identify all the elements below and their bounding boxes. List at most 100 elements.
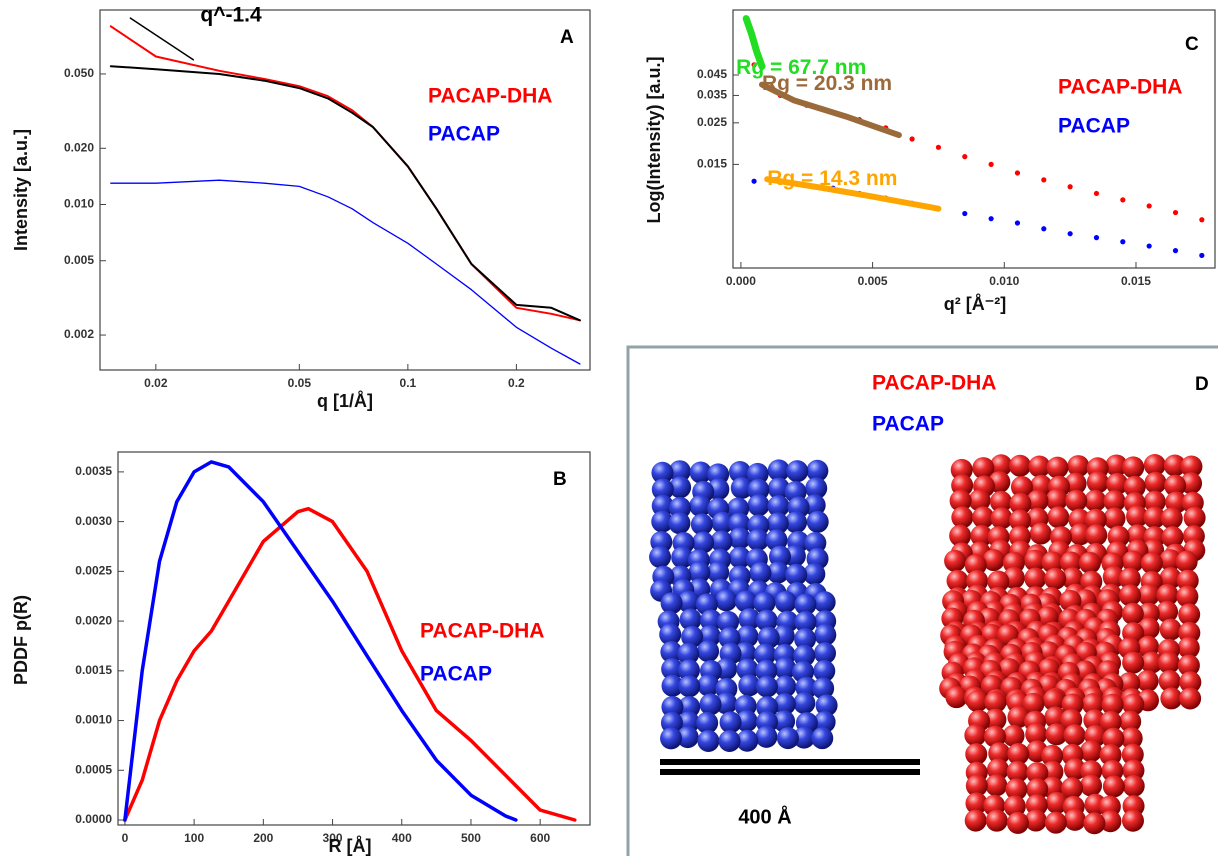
sphere bbox=[649, 546, 671, 568]
legend-label: PACAP bbox=[872, 413, 944, 436]
x-axis-title: q [1/Å] bbox=[317, 391, 373, 411]
point bbox=[936, 145, 941, 150]
panel-label: D bbox=[1195, 374, 1209, 395]
sphere bbox=[1009, 455, 1031, 477]
point bbox=[989, 216, 994, 221]
sphere bbox=[1047, 506, 1069, 528]
y-tick-label: 0.0035 bbox=[75, 464, 112, 478]
point bbox=[1041, 177, 1046, 182]
sphere bbox=[1104, 507, 1126, 529]
sphere bbox=[668, 512, 690, 534]
panel-label: B bbox=[553, 469, 567, 490]
sphere bbox=[719, 730, 741, 752]
point bbox=[962, 154, 967, 159]
sphere bbox=[697, 730, 719, 752]
y-axis-title: Log(Intensity) [a.u.] bbox=[644, 57, 664, 224]
y-tick-label: 0.025 bbox=[697, 115, 727, 129]
y-tick-label: 0.0015 bbox=[75, 663, 112, 677]
plot-marks bbox=[746, 19, 1204, 258]
sphere bbox=[964, 724, 986, 746]
x-tick-label: 500 bbox=[461, 831, 481, 845]
sphere bbox=[786, 460, 808, 482]
sphere bbox=[1123, 775, 1145, 797]
sphere bbox=[715, 589, 737, 611]
point bbox=[1120, 239, 1125, 244]
y-tick-label: 0.0030 bbox=[75, 514, 112, 528]
sphere bbox=[1065, 490, 1087, 512]
models bbox=[649, 454, 1206, 834]
y-tick-label: 0.020 bbox=[64, 140, 94, 154]
y-axis-title: Intensity [a.u.] bbox=[11, 129, 31, 251]
sphere bbox=[1144, 472, 1166, 494]
sphere bbox=[1160, 687, 1182, 709]
x-tick-label: 600 bbox=[530, 831, 550, 845]
y-tick-label: 0.010 bbox=[64, 197, 94, 211]
sphere bbox=[1103, 775, 1125, 797]
sphere bbox=[1007, 812, 1029, 834]
point bbox=[1120, 197, 1125, 202]
sphere bbox=[1080, 740, 1102, 762]
point bbox=[1147, 203, 1152, 208]
sphere bbox=[811, 727, 833, 749]
sphere bbox=[660, 727, 682, 749]
sphere bbox=[814, 591, 836, 613]
sphere bbox=[1119, 584, 1141, 606]
sphere bbox=[1085, 524, 1107, 546]
point bbox=[910, 136, 915, 141]
panel-label: A bbox=[560, 27, 574, 48]
y-tick-label: 0.0025 bbox=[75, 564, 112, 578]
sphere bbox=[1179, 688, 1201, 710]
x-tick-label: 0.010 bbox=[989, 274, 1019, 288]
y-axis-title: PDDF p(R) bbox=[11, 595, 31, 685]
x-tick-label: 100 bbox=[184, 831, 204, 845]
sphere bbox=[777, 727, 799, 749]
series-label: Rg = 20.3 nm bbox=[762, 72, 892, 95]
y-tick-label: 0.050 bbox=[64, 66, 94, 80]
sphere bbox=[1045, 812, 1067, 834]
y-tick-label: 0.005 bbox=[64, 253, 94, 267]
x-tick-label: 0.2 bbox=[508, 376, 525, 390]
series-line bbox=[111, 180, 580, 364]
sphere bbox=[1030, 523, 1052, 545]
point bbox=[1147, 243, 1152, 248]
x-tick-label: 0.015 bbox=[1121, 274, 1151, 288]
sphere bbox=[985, 774, 1007, 796]
x-axis-title: q² [Å⁻²] bbox=[944, 294, 1006, 314]
sphere bbox=[1080, 775, 1102, 797]
series-label: q^-1.4 bbox=[200, 4, 262, 27]
x-tick-label: 0.05 bbox=[288, 376, 312, 390]
sphere bbox=[1064, 809, 1086, 831]
y-tick-label: 0.0000 bbox=[75, 812, 112, 826]
plot-marks bbox=[111, 18, 580, 364]
point bbox=[1094, 191, 1099, 196]
x-tick-label: 0.1 bbox=[400, 376, 417, 390]
x-tick-label: 0 bbox=[122, 831, 129, 845]
y-tick-label: 0.0010 bbox=[75, 713, 112, 727]
x-tick-label: 400 bbox=[392, 831, 412, 845]
figure: 400 Å D PACAP-DHA PACAP 0.020.050.10.20.… bbox=[0, 0, 1218, 856]
legend-label: PACAP-DHA bbox=[420, 620, 544, 643]
sphere bbox=[1084, 490, 1106, 512]
y-tick-label: 0.015 bbox=[697, 157, 727, 171]
sphere bbox=[755, 726, 777, 748]
point bbox=[962, 211, 967, 216]
point bbox=[1173, 248, 1178, 253]
point bbox=[1199, 217, 1204, 222]
sphere bbox=[775, 591, 797, 613]
x-tick-label: 0.005 bbox=[858, 274, 888, 288]
sphere bbox=[1079, 552, 1101, 574]
sphere bbox=[1046, 457, 1068, 479]
legend-label: PACAP-DHA bbox=[428, 85, 552, 108]
y-tick-label: 0.0005 bbox=[75, 762, 112, 776]
sphere bbox=[700, 693, 722, 715]
sphere bbox=[793, 692, 815, 714]
sphere bbox=[748, 494, 770, 516]
sphere bbox=[678, 675, 700, 697]
y-tick-label: 0.045 bbox=[697, 67, 727, 81]
point bbox=[1173, 210, 1178, 215]
sphere bbox=[807, 511, 829, 533]
sphere bbox=[661, 592, 683, 614]
sphere bbox=[965, 810, 987, 832]
legend-label: PACAP-DHA bbox=[872, 372, 996, 395]
point bbox=[1015, 170, 1020, 175]
